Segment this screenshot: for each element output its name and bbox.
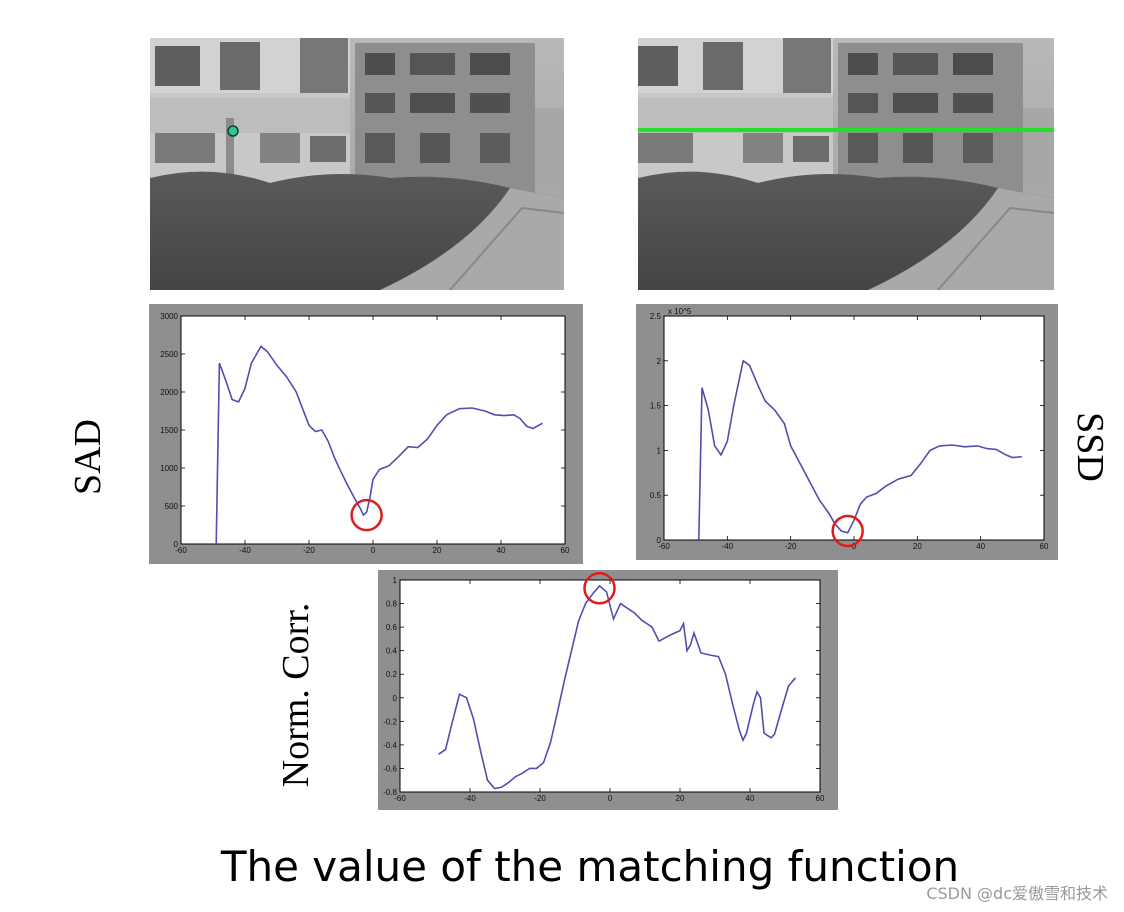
norm-corr-plot: -60 -40 -20 0 20 40 60 -0.8 -0.6 -0.4 -0.2 0 0.2 0.4 0… (383, 571, 825, 803)
ssd-curve (698, 359, 1022, 541)
ssd-ytick-label: 0 (657, 536, 662, 545)
ssd-xtick-label: 0 (852, 542, 857, 551)
ssd-ytick-label: 1 (657, 446, 662, 455)
selected-point-marker (227, 125, 239, 137)
norm_corr-xtick-label: 40 (746, 794, 755, 803)
sad-curve (215, 345, 543, 545)
sad-axis-label: SAD (67, 418, 109, 496)
ssd-xtick-label: -60 (658, 542, 670, 551)
sad-ytick-label: 2500 (160, 350, 178, 359)
norm_corr-xtick-label: 0 (608, 794, 613, 803)
ssd-axis-label: SSD (1069, 412, 1111, 482)
sad-xtick-label: -20 (303, 546, 315, 555)
sad-axes-box (180, 315, 566, 545)
norm-corr-plot-frame: -60 -40 -20 0 20 40 60 -0.8 -0.6 -0.4 -0.2 0 0.2 0.4 0… (378, 570, 838, 810)
norm_corr-curve (438, 584, 797, 790)
norm_corr-ytick-label: -0.6 (383, 764, 397, 773)
sad-ytick-label: 0 (174, 540, 179, 549)
sad-ytick-label: 2000 (160, 388, 178, 397)
sad-plot-frame: -60 -40 -20 0 20 40 60 0 500 1000 1500 2000 2500 3000 (149, 304, 583, 564)
sad-ytick-label: 500 (165, 502, 179, 511)
ssd-xtick-label: -20 (785, 542, 797, 551)
ssd-xtick-label: 20 (913, 542, 922, 551)
sad-ytick-label: 1000 (160, 464, 178, 473)
ssd-ytick-label: 2.5 (650, 312, 662, 321)
norm_corr-xtick-label: -60 (394, 794, 406, 803)
ssd-plot-frame: -60 -40 -20 0 20 40 60 0 0.5 1 1.5 2 2.5 x 10^5 (636, 304, 1058, 560)
norm_corr-ytick-label: 0 (393, 694, 398, 703)
ssd-ytick-label: 2 (657, 357, 662, 366)
norm_corr-xtick-label: -20 (534, 794, 546, 803)
sad-minimum-marker (350, 498, 383, 532)
ssd-minimum-marker (831, 514, 864, 548)
norm_corr-ytick-label: -0.2 (383, 717, 397, 726)
ssd-multiplier-label: x 10^5 (668, 307, 692, 316)
norm_corr-xtick-label: 60 (816, 794, 825, 803)
norm_corr-ytick-label: 0.4 (386, 647, 398, 656)
ssd-plot: -60 -40 -20 0 20 40 60 0 0.5 1 1.5 2 2.5 x 10^5 (650, 307, 1049, 551)
sad-plot: -60 -40 -20 0 20 40 60 0 500 1000 1500 2000 2500 3000 (160, 312, 570, 555)
ssd-xtick-label: 40 (976, 542, 985, 551)
norm_corr-ytick-label: 1 (393, 576, 398, 585)
sad-xtick-label: 0 (371, 546, 376, 555)
norm_corr-ytick-label: -0.8 (383, 788, 397, 797)
ssd-xtick-label: 60 (1040, 542, 1049, 551)
sad-xtick-label: -60 (175, 546, 187, 555)
norm_corr-axes-box (399, 579, 821, 793)
sad-xtick-label: -40 (239, 546, 251, 555)
norm_corr-ytick-label: 0.2 (386, 670, 398, 679)
norm-corr-axis-label: Norm. Corr. (275, 602, 317, 788)
sad-xtick-label: 20 (433, 546, 442, 555)
norm_corr-ytick-label: 0.8 (386, 600, 398, 609)
ssd-ytick-label: 1.5 (650, 402, 662, 411)
ssd-xtick-label: -40 (722, 542, 734, 551)
norm_corr-ytick-label: 0.6 (386, 623, 398, 632)
norm_corr-maximum-marker (583, 571, 616, 605)
figure-caption: The value of the matching function (220, 842, 960, 891)
norm_corr-xtick-label: -40 (464, 794, 476, 803)
sad-ytick-label: 1500 (160, 426, 178, 435)
left-stereo-image (150, 38, 564, 290)
sad-ytick-label: 3000 (160, 312, 178, 321)
sad-xtick-label: 60 (561, 546, 570, 555)
ssd-axes-box (663, 315, 1045, 541)
watermark: CSDN @dc爱傲雪和技术 (926, 884, 1108, 903)
right-stereo-image (638, 38, 1054, 290)
ssd-ytick-label: 0.5 (650, 491, 662, 500)
sad-xtick-label: 40 (497, 546, 506, 555)
norm_corr-xtick-label: 20 (676, 794, 685, 803)
norm_corr-ytick-label: -0.4 (383, 741, 397, 750)
